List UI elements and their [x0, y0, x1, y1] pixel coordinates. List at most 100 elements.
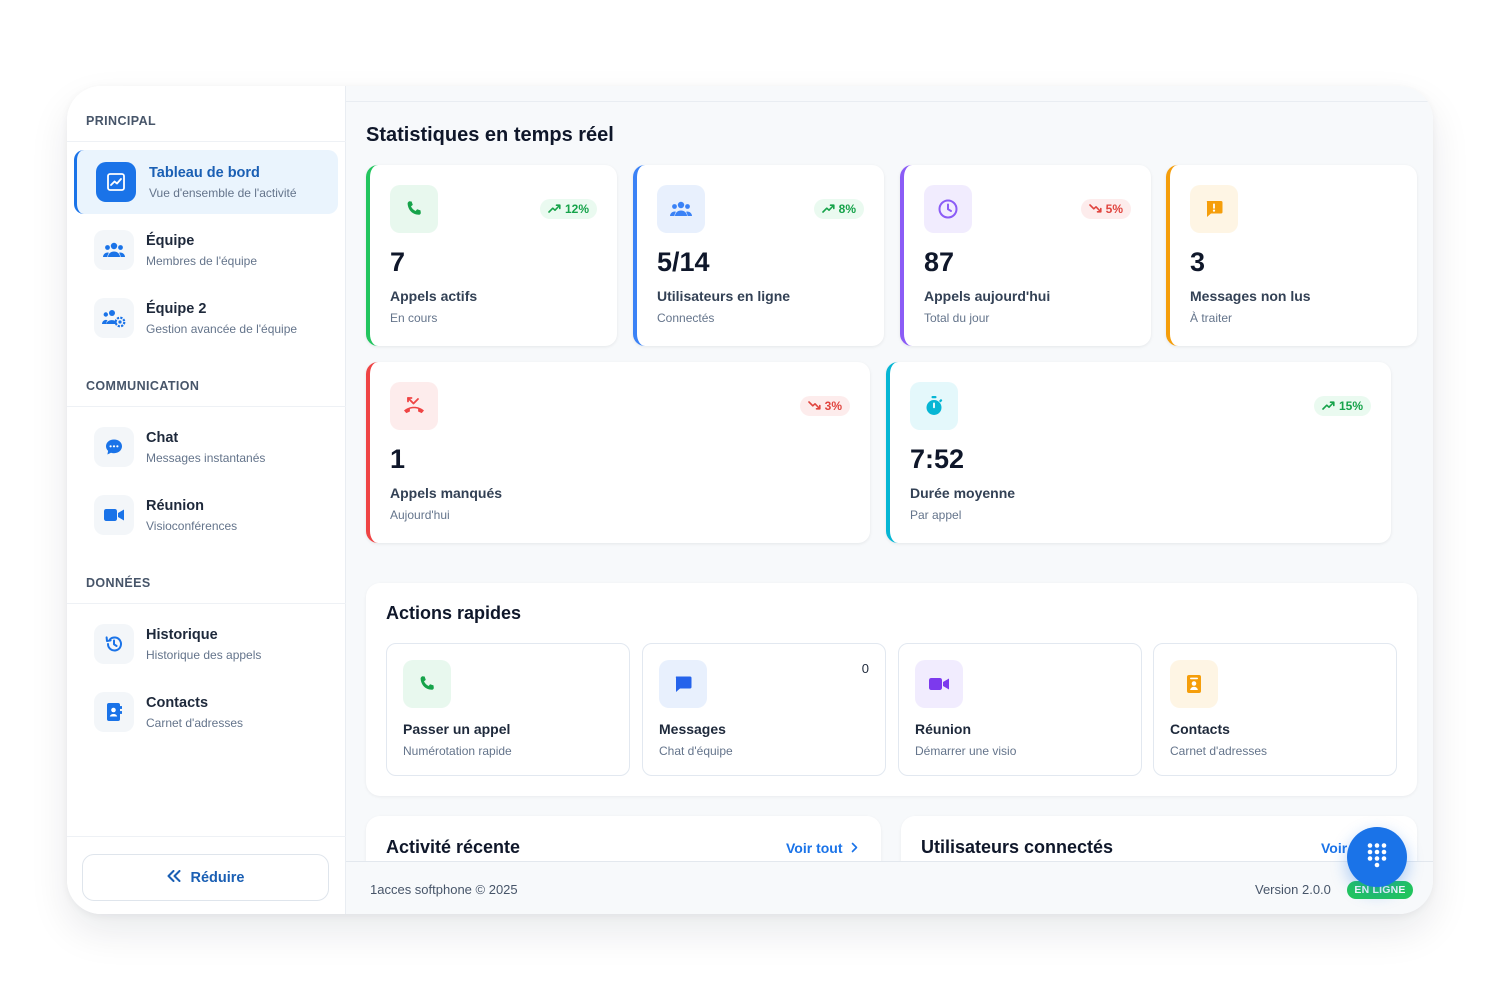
trend-badge: 8%	[813, 199, 864, 219]
divider	[67, 836, 346, 837]
status-badge: EN LIGNE	[1347, 881, 1413, 899]
trend-value: 3%	[824, 399, 842, 413]
stat-value: 3	[1190, 247, 1206, 277]
see-all-activity-link[interactable]: Voir tout	[786, 840, 858, 856]
address-book-icon	[1170, 660, 1218, 708]
stat-sub: Total du jour	[924, 311, 990, 325]
divider	[67, 406, 346, 407]
stat-card-average-duration: 15% 7:52 Durée moyenne Par appel	[886, 362, 1391, 543]
footer: 1acces softphone © 2025 Version 2.0.0 EN…	[346, 861, 1433, 914]
stat-sub: Aujourd'hui	[390, 508, 450, 522]
video-camera-icon	[94, 495, 134, 535]
sidebar-item-label: Réunion	[146, 498, 204, 514]
trend-badge: 5%	[1080, 199, 1131, 219]
sidebar-item-equipe[interactable]: Équipe Membres de l'équipe	[74, 218, 338, 282]
action-sub: Numérotation rapide	[403, 744, 512, 758]
main-content: Statistiques en temps réel 12% 7 Appels …	[346, 86, 1433, 876]
quick-action-meeting[interactable]: Réunion Démarrer une visio	[898, 643, 1142, 776]
stat-label: Durée moyenne	[910, 485, 1016, 501]
trend-down-icon	[1088, 202, 1102, 216]
stat-label: Appels actifs	[390, 288, 478, 304]
recent-activity-title: Activité récente	[386, 837, 521, 857]
stat-card-online-users: 8% 5/14 Utilisateurs en ligne Connectés	[633, 165, 884, 346]
users-gear-icon	[94, 298, 134, 338]
quick-action-contacts[interactable]: Contacts Carnet d'adresses	[1153, 643, 1397, 776]
app-window: PRINCIPAL Tableau de bord Vue d'ensemble…	[67, 86, 1433, 914]
sidebar-item-label: Chat	[146, 430, 179, 446]
sidebar-item-label: Contacts	[146, 695, 209, 711]
stat-label: Appels manqués	[390, 485, 503, 501]
divider	[346, 101, 1433, 102]
users-icon	[94, 230, 134, 270]
sidebar-item-sub: Gestion avancée de l'équipe	[146, 322, 298, 336]
stat-card-calls-today: 5% 87 Appels aujourd'hui Total du jour	[900, 165, 1151, 346]
collapse-label: Réduire	[190, 869, 245, 886]
quick-actions-title: Actions rapides	[386, 603, 522, 623]
sidebar-item-chat[interactable]: Chat Messages instantanés	[74, 415, 338, 479]
sidebar-item-label: Équipe 2	[146, 301, 207, 317]
divider	[67, 603, 346, 604]
stat-value: 7:52	[910, 444, 965, 474]
trend-badge: 12%	[539, 199, 597, 219]
chat-square-icon	[659, 660, 707, 708]
action-sub: Chat d'équipe	[659, 744, 733, 758]
collapse-sidebar-button[interactable]: Réduire	[82, 854, 329, 901]
trend-up-icon	[548, 202, 561, 216]
sidebar-item-sub: Membres de l'équipe	[146, 254, 258, 268]
trend-badge: 15%	[1313, 396, 1371, 416]
sidebar: PRINCIPAL Tableau de bord Vue d'ensemble…	[67, 86, 346, 914]
dialpad-button[interactable]	[1347, 827, 1407, 887]
quick-action-call[interactable]: Passer un appel Numérotation rapide	[386, 643, 630, 776]
address-book-icon	[94, 692, 134, 732]
divider	[67, 141, 346, 142]
message-count: 0	[861, 661, 869, 676]
trend-down-icon	[807, 399, 821, 413]
stat-card-missed-calls: 3% 1 Appels manqués Aujourd'hui	[366, 362, 870, 543]
sidebar-item-sub: Carnet d'adresses	[146, 716, 244, 730]
stat-card-active-calls: 12% 7 Appels actifs En cours	[366, 165, 617, 346]
action-label: Réunion	[915, 721, 971, 737]
users-icon	[657, 185, 705, 233]
clock-icon	[924, 185, 972, 233]
quick-actions-panel: Actions rapides Passer un appel Numérota…	[366, 583, 1417, 796]
sidebar-item-sub: Messages instantanés	[146, 451, 266, 465]
sidebar-item-equipe-2[interactable]: Équipe 2 Gestion avancée de l'équipe	[74, 286, 338, 350]
sidebar-item-tableau-de-bord[interactable]: Tableau de bord Vue d'ensemble de l'acti…	[74, 150, 338, 214]
copyright-text: 1acces softphone © 2025	[370, 882, 518, 897]
stat-sub: Connectés	[657, 311, 715, 325]
stat-sub: En cours	[390, 311, 438, 325]
stat-label: Appels aujourd'hui	[924, 288, 1051, 304]
stat-sub: À traiter	[1190, 311, 1233, 325]
trend-badge: 3%	[799, 396, 850, 416]
trend-up-icon	[1322, 399, 1335, 413]
trend-value: 8%	[838, 202, 856, 216]
sidebar-item-contacts[interactable]: Contacts Carnet d'adresses	[74, 680, 338, 744]
chat-bubble-icon	[94, 427, 134, 467]
sidebar-item-sub: Vue d'ensemble de l'activité	[149, 186, 297, 200]
sidebar-item-label: Équipe	[146, 233, 195, 249]
trend-value: 12%	[564, 202, 589, 216]
action-sub: Démarrer une visio	[915, 744, 1017, 758]
stat-value: 1	[390, 444, 406, 474]
history-icon	[94, 624, 134, 664]
trend-value: 5%	[1105, 202, 1123, 216]
phone-icon	[403, 660, 451, 708]
action-label: Contacts	[1170, 721, 1230, 737]
stat-value: 87	[924, 247, 955, 277]
missed-call-icon	[390, 382, 438, 430]
see-all-users-link[interactable]: Voir	[1321, 840, 1347, 856]
sidebar-item-historique[interactable]: Historique Historique des appels	[74, 612, 338, 676]
sidebar-item-reunion[interactable]: Réunion Visioconférences	[74, 483, 338, 547]
stat-label: Utilisateurs en ligne	[657, 288, 791, 304]
message-alert-icon	[1190, 185, 1238, 233]
page-title: Statistiques en temps réel	[366, 124, 614, 146]
stat-value: 5/14	[657, 247, 710, 277]
stat-card-unread-messages: 3 Messages non lus À traiter	[1166, 165, 1417, 346]
quick-action-messages[interactable]: 0 Messages Chat d'équipe	[642, 643, 886, 776]
see-all-label: Voir	[1321, 840, 1348, 856]
stopwatch-icon	[910, 382, 958, 430]
sidebar-item-sub: Visioconférences	[146, 519, 238, 533]
phone-icon	[390, 185, 438, 233]
video-camera-icon	[915, 660, 963, 708]
trend-up-icon	[821, 202, 835, 216]
